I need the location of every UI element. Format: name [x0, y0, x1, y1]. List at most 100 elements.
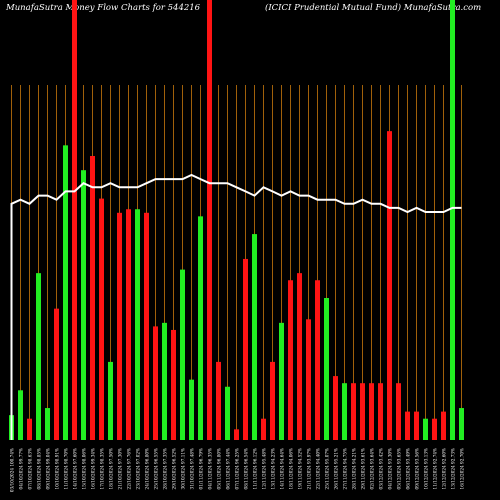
- x-tick-label: 13/12/2024 92.73%: [451, 448, 456, 489]
- x-tick-label: 18/10/2024 97.50%: [109, 448, 114, 489]
- x-tick-label: 30/10/2024 97.11%: [181, 448, 186, 489]
- bar: [459, 408, 464, 440]
- bar: [198, 216, 203, 440]
- x-tick-label: 04/11/2024 96.35%: [208, 448, 213, 489]
- x-tick-label: 14/10/2024 97.60%: [73, 448, 78, 489]
- x-tick-label: 08/11/2024 96.54%: [244, 448, 249, 489]
- x-tick-label: 21/10/2024 97.30%: [118, 448, 123, 489]
- x-tick-label: 25/11/2024 95.07%: [325, 448, 330, 489]
- x-tick-label: 15/10/2024 98.06%: [82, 448, 87, 489]
- x-tick-label: 24/10/2024 96.80%: [145, 448, 150, 489]
- x-tick-label: 31/10/2024 97.48%: [190, 448, 195, 489]
- bar: [288, 280, 293, 440]
- bar: [36, 273, 41, 440]
- bar: [153, 326, 158, 440]
- bar: [387, 131, 392, 440]
- x-tick-label: 12/12/2024 92.60%: [442, 448, 447, 489]
- bar: [81, 170, 86, 440]
- x-tick-label: 10/10/2024 98.91%: [55, 448, 60, 489]
- bar: [414, 411, 419, 440]
- x-tick-label: 22/11/2024 94.40%: [316, 448, 321, 489]
- bar: [342, 383, 347, 440]
- x-tick-label: 02/12/2024 93.64%: [370, 448, 375, 489]
- x-tick-label: 06/11/2024 97.44%: [226, 448, 231, 489]
- x-tick-label: 10/12/2024 93.13%: [424, 448, 429, 489]
- bar: [270, 361, 275, 440]
- bar: [189, 379, 194, 440]
- bar: [18, 390, 23, 440]
- bar: [396, 383, 401, 440]
- bar: [108, 361, 113, 440]
- bar: [216, 361, 221, 440]
- x-tick-label: 09/12/2024 93.56%: [415, 448, 420, 489]
- bar: [450, 0, 455, 440]
- bar: [369, 383, 374, 440]
- bar: [261, 418, 266, 440]
- bar: [180, 269, 185, 440]
- bar: [279, 322, 284, 440]
- bar: [378, 383, 383, 440]
- bar: [225, 386, 230, 440]
- money-flow-line: [10, 173, 462, 440]
- x-tick-label: 12/11/2024 95.48%: [262, 448, 267, 489]
- x-tick-label: 14/11/2024 94.64%: [280, 448, 285, 489]
- bar: [360, 383, 365, 440]
- bar: [423, 418, 428, 440]
- bar: [171, 329, 176, 440]
- bar: [297, 273, 302, 440]
- bar: [144, 212, 149, 440]
- x-tick-label: 11/12/2024 92.74%: [433, 448, 438, 489]
- bar: [252, 234, 257, 440]
- x-tick-label: 07/11/2024 96.25%: [235, 448, 240, 489]
- bar: [306, 319, 311, 440]
- x-tick-label: 29/11/2024 93.61%: [361, 448, 366, 489]
- x-tick-label: 16/10/2024 99.34%: [91, 448, 96, 489]
- x-tick-label: 06/12/2024 93.49%: [406, 448, 411, 489]
- bar: [45, 408, 50, 440]
- x-tick-label: 18/11/2024 94.06%: [289, 448, 294, 489]
- x-tick-label: 11/11/2024 96.12%: [253, 448, 258, 489]
- x-tick-label: 29/10/2024 96.52%: [172, 448, 177, 489]
- bar: [90, 156, 95, 440]
- x-tick-label: 25/10/2024 96.55%: [154, 448, 159, 489]
- bar: [126, 209, 131, 440]
- x-tick-label: 11/10/2024 98.70%: [64, 448, 69, 489]
- bar: [432, 418, 437, 440]
- bar: [324, 298, 329, 440]
- bar: [54, 308, 59, 440]
- x-tick-label: 04/12/2024 93.30%: [388, 448, 393, 489]
- x-tick-label: 21/11/2024 93.97%: [307, 448, 312, 489]
- bar: [162, 322, 167, 440]
- chart-title: MunafaSutra Money Flow Charts for 544216: [6, 3, 201, 13]
- x-tick-label: 27/11/2024 94.75%: [343, 448, 348, 489]
- chart-subtitle: (ICICI Prudential Mutual Fund) MunafaSut…: [265, 3, 482, 13]
- bar: [117, 212, 122, 440]
- x-tick-label: 01/11/2024 96.79%: [199, 448, 204, 489]
- x-tick-label: 03/12/2024 93.42%: [379, 448, 384, 489]
- x-tick-label: 28/10/2024 97.35%: [163, 448, 168, 489]
- x-tick-label: 05/11/2024 96.80%: [217, 448, 222, 489]
- x-tick-label: 17/10/2024 98.35%: [100, 448, 105, 489]
- bar: [405, 411, 410, 440]
- bar: [315, 280, 320, 440]
- x-tick-label: 19/11/2024 94.52%: [298, 448, 303, 489]
- bar: [99, 198, 104, 440]
- bar: [63, 145, 68, 440]
- x-tick-label: 08/10/2024 98.85%: [37, 448, 42, 489]
- x-tick-label: 26/11/2024 95.21%: [334, 448, 339, 489]
- bar: [351, 383, 356, 440]
- x-tick-label: 16/12/2024 92.70%: [460, 448, 465, 489]
- bar: [234, 429, 239, 440]
- bar: [333, 376, 338, 440]
- x-tick-label: 07/10/2024 98.63%: [28, 448, 33, 489]
- x-tick-label: 13/11/2024 94.23%: [271, 448, 276, 489]
- x-tick-label: 05/12/2024 93.65%: [397, 448, 402, 489]
- bar: [135, 209, 140, 440]
- bar: [72, 0, 77, 440]
- x-tick-label: 22/10/2024 97.76%: [127, 448, 132, 489]
- bar: [441, 411, 446, 440]
- x-tick-label: 23/10/2024 97.02%: [136, 448, 141, 489]
- x-tick-label: 04/10/2024 99.77%: [19, 448, 24, 489]
- x-tick-label: 28/11/2024 94.21%: [352, 448, 357, 489]
